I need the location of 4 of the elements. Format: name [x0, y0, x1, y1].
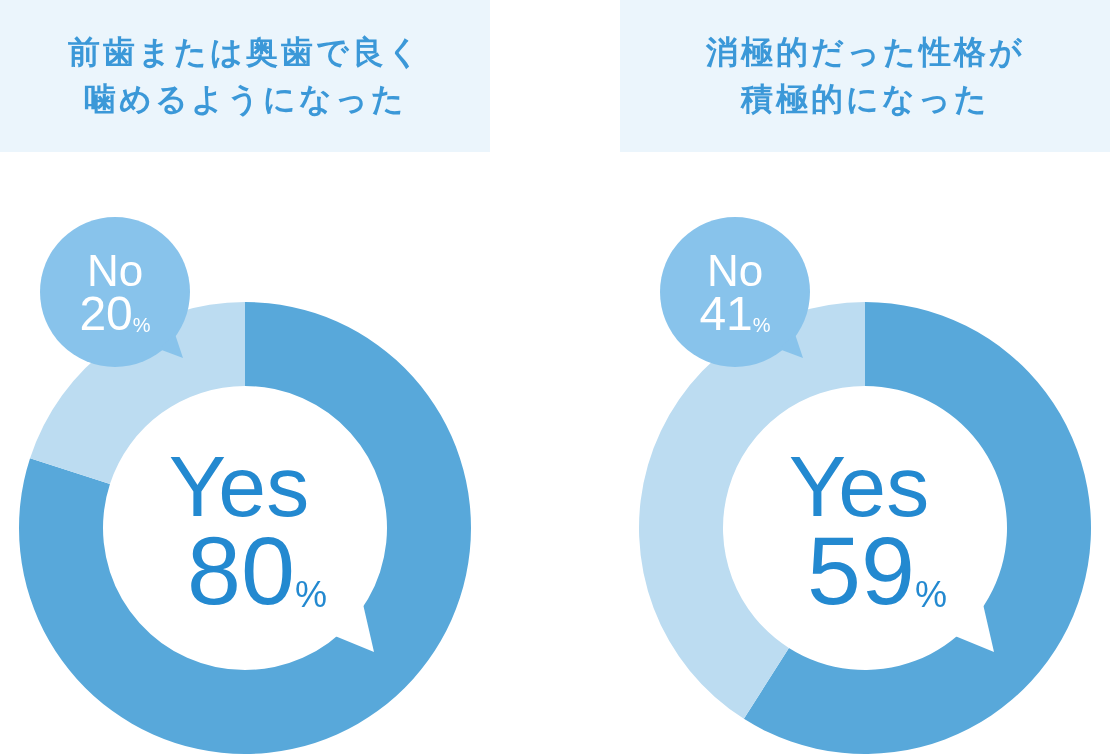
chart-title: 消極的だった性格が積極的になった	[704, 32, 1026, 120]
slice-label: Yes	[168, 438, 310, 534]
chart-title: 前歯または奥歯で良く噛めるようになった	[66, 32, 424, 120]
slice-label: Yes	[788, 438, 930, 534]
